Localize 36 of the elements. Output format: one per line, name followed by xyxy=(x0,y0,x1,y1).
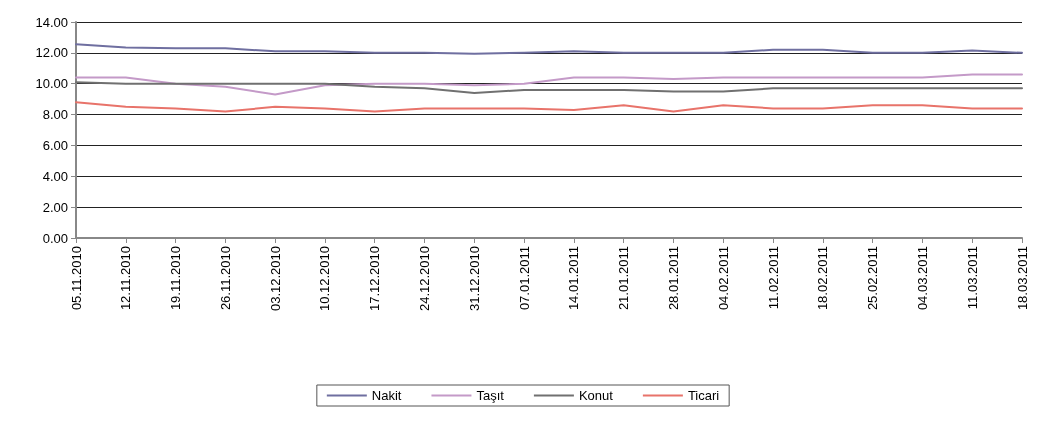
y-tick-label: 6.00 xyxy=(42,137,68,153)
x-tick-label: 05.11.2010 xyxy=(68,246,84,311)
line-series xyxy=(75,43,1023,55)
y-tick-label: 4.00 xyxy=(42,168,68,184)
x-tick-label: 24.12.2010 xyxy=(417,246,433,312)
x-tick-label: 11.03.2011 xyxy=(964,246,980,310)
x-tick-label: 21.01.2011 xyxy=(616,246,632,311)
y-tick-label: 10.00 xyxy=(35,76,68,92)
legend-label: Konut xyxy=(578,388,614,403)
x-tick-label: 18.03.2011 xyxy=(1014,246,1030,311)
x-tick-label: 26.11.2010 xyxy=(217,246,233,311)
line-series xyxy=(75,73,1023,96)
x-tick-label: 25.02.2011 xyxy=(865,246,881,311)
line-series xyxy=(75,81,1023,94)
legend-label: Nakit xyxy=(371,388,402,403)
x-tick-label: 12.11.2010 xyxy=(118,246,134,311)
y-tick-label: 2.00 xyxy=(42,199,68,215)
x-tick-label: 14.01.2011 xyxy=(566,246,582,311)
y-tick-label: 0.00 xyxy=(42,230,68,246)
x-tick-label: 04.02.2011 xyxy=(715,246,731,311)
x-tick-label: 07.01.2011 xyxy=(516,246,532,311)
x-tick-label: 31.12.2010 xyxy=(466,246,482,312)
x-tick-label: 28.01.2011 xyxy=(665,246,681,311)
legend-label: Taşıt xyxy=(476,388,505,403)
legend-label: Ticari xyxy=(687,388,720,403)
y-tick-label: 12.00 xyxy=(35,45,68,61)
x-tick-label: 10.12.2010 xyxy=(317,246,333,312)
x-tick-label: 19.11.2010 xyxy=(168,246,184,311)
x-tick-label: 17.12.2010 xyxy=(367,246,383,312)
x-tick-label: 03.12.2010 xyxy=(267,246,283,312)
x-tick-label: 11.02.2011 xyxy=(765,246,781,310)
line-series xyxy=(75,101,1023,113)
y-tick-label: 14.00 xyxy=(35,14,68,30)
x-tick-label: 18.02.2011 xyxy=(815,246,831,311)
x-tick-label: 04.03.2011 xyxy=(914,246,930,311)
y-tick-label: 8.00 xyxy=(42,107,68,123)
